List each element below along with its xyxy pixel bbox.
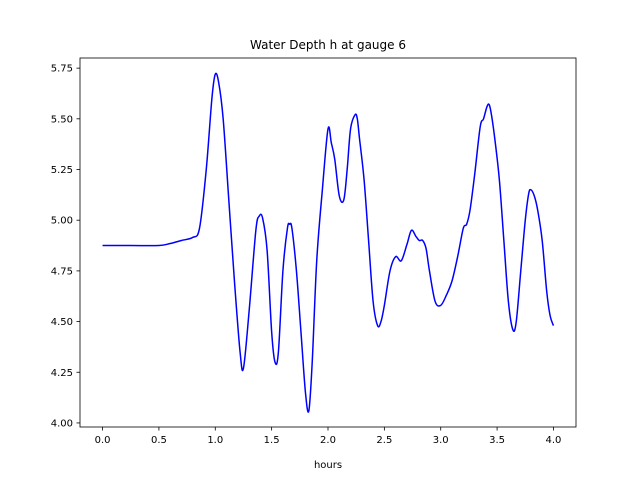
x-tick-label: 3.5	[489, 435, 505, 446]
x-tick-label: 0.0	[95, 435, 111, 446]
x-tick-label: 0.5	[151, 435, 167, 446]
y-tick-label: 4.75	[51, 266, 73, 277]
x-axis: 0.0 0.5 1.0 1.5 2.0 2.5 3.0 3.5 4.0	[95, 427, 562, 446]
y-tick-label: 5.00	[51, 216, 73, 227]
x-tick-label: 2.5	[376, 435, 392, 446]
y-tick-label: 4.50	[51, 317, 73, 328]
y-tick-label: 5.75	[51, 64, 73, 75]
y-axis: 4.00 4.25 4.50 4.75 5.00 5.25 5.50 5.75	[51, 64, 80, 429]
chart-title: Water Depth h at gauge 6	[250, 38, 406, 52]
series-line-0	[102, 72, 555, 413]
y-tick-label: 5.50	[51, 114, 73, 125]
y-tick-label: 4.25	[51, 368, 73, 379]
x-tick-label: 4.0	[546, 435, 562, 446]
x-tick-label: 2.0	[320, 435, 336, 446]
x-tick-label: 1.0	[207, 435, 223, 446]
plot-frame	[79, 57, 577, 428]
x-tick-label: 3.0	[433, 435, 449, 446]
x-axis-label: hours	[314, 460, 342, 471]
x-tick-label: 1.5	[264, 435, 280, 446]
y-tick-label: 4.00	[51, 418, 73, 429]
plot-area	[79, 57, 577, 428]
y-tick-label: 5.25	[51, 165, 73, 176]
